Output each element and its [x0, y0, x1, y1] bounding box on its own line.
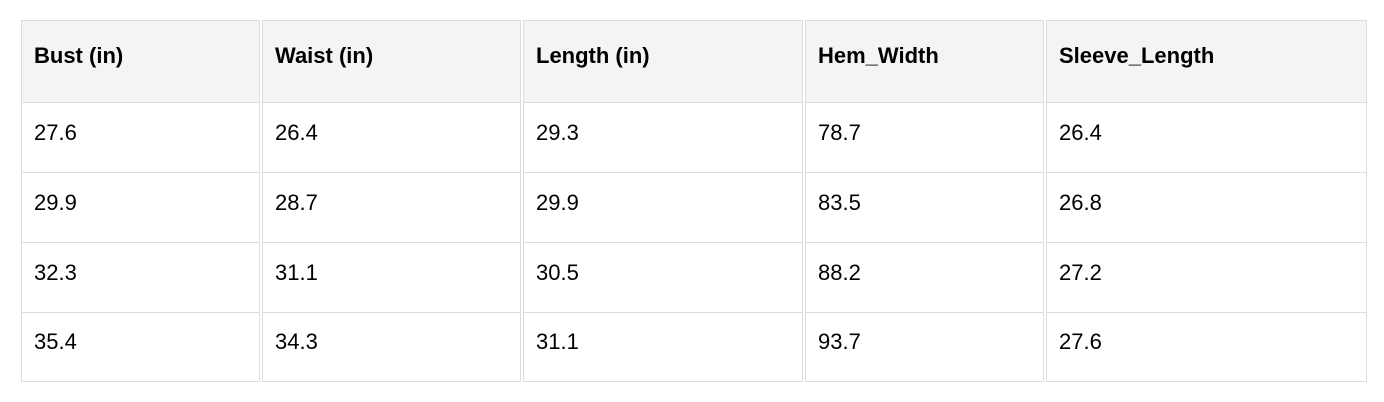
header-row: Bust (in) Waist (in) Length (in) Hem_Wid…: [21, 20, 1367, 102]
table-cell: 29.9: [523, 172, 803, 242]
table-cell: 29.9: [21, 172, 260, 242]
table-cell: 30.5: [523, 242, 803, 312]
table-cell: 93.7: [805, 312, 1044, 382]
table-row: 32.3 31.1 30.5 88.2 27.2: [21, 242, 1367, 312]
table-cell: 26.8: [1046, 172, 1367, 242]
table-cell: 78.7: [805, 102, 1044, 172]
table-cell: 28.7: [262, 172, 521, 242]
header-hem-width: Hem_Width: [805, 20, 1044, 102]
table-cell: 27.2: [1046, 242, 1367, 312]
table-cell: 32.3: [21, 242, 260, 312]
table-cell: 27.6: [1046, 312, 1367, 382]
table-cell: 34.3: [262, 312, 521, 382]
table-row: 27.6 26.4 29.3 78.7 26.4: [21, 102, 1367, 172]
table-cell: 26.4: [262, 102, 521, 172]
header-waist: Waist (in): [262, 20, 521, 102]
table-cell: 26.4: [1046, 102, 1367, 172]
header-length: Length (in): [523, 20, 803, 102]
table-cell: 88.2: [805, 242, 1044, 312]
measurements-table: Bust (in) Waist (in) Length (in) Hem_Wid…: [19, 20, 1369, 382]
table-row: 35.4 34.3 31.1 93.7 27.6: [21, 312, 1367, 382]
table-cell: 27.6: [21, 102, 260, 172]
table-cell: 29.3: [523, 102, 803, 172]
table-cell: 31.1: [523, 312, 803, 382]
table-cell: 83.5: [805, 172, 1044, 242]
header-sleeve-length: Sleeve_Length: [1046, 20, 1367, 102]
table-cell: 31.1: [262, 242, 521, 312]
table-cell: 35.4: [21, 312, 260, 382]
header-bust: Bust (in): [21, 20, 260, 102]
table-row: 29.9 28.7 29.9 83.5 26.8: [21, 172, 1367, 242]
